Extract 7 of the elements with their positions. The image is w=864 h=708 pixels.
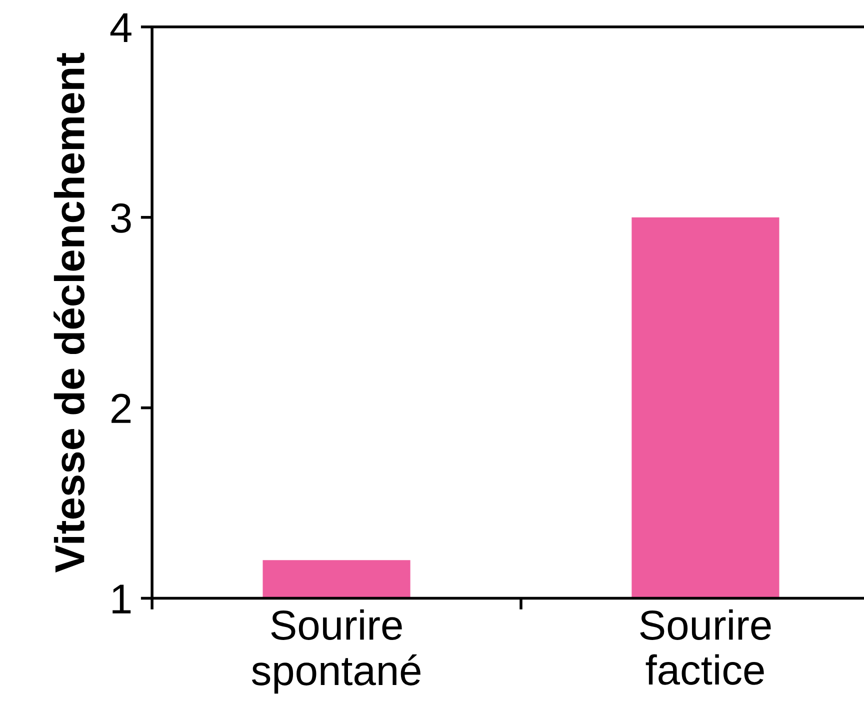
x-tick-label: Sourire factice [640, 609, 771, 685]
y-tick-label: 4 [110, 13, 132, 42]
x-tick-label: Sourire spontané [252, 609, 420, 694]
y-tick-label: 1 [112, 584, 131, 614]
y-tick-label: 3 [111, 203, 131, 233]
y-axis-title: Vitesse de déclenchement [54, 52, 85, 572]
y-tick-label: 2 [112, 394, 131, 423]
